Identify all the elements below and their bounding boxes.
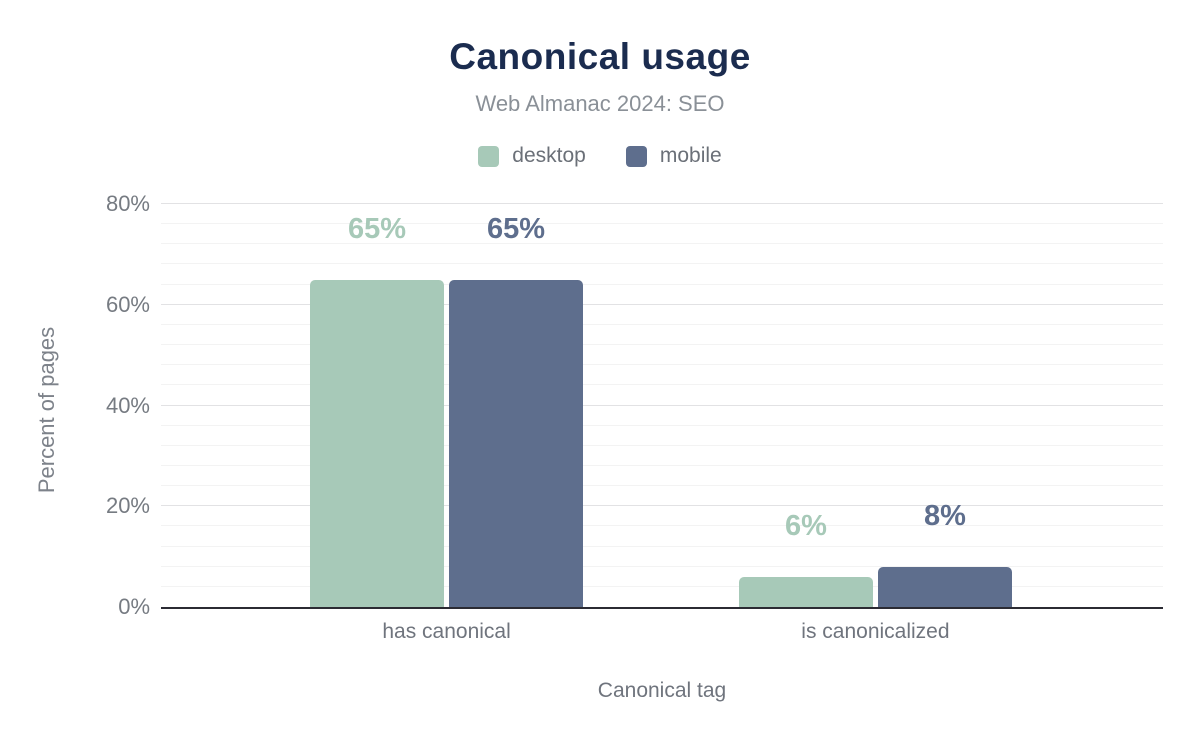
legend-item-desktop: desktop [478, 144, 586, 168]
minor-gridline [161, 344, 1163, 346]
minor-gridline [161, 263, 1163, 265]
plot-area: 65% 65% 6% 8% [161, 203, 1163, 609]
y-axis-tick: 20% [105, 493, 150, 519]
y-axis-tick: 40% [105, 392, 150, 418]
bar-desktop-has-canonical [310, 279, 445, 607]
legend-label-mobile: mobile [659, 144, 722, 167]
minor-gridline [161, 585, 1163, 587]
major-gridline [161, 203, 1163, 204]
bar-desktop-is-canonicalized [738, 576, 873, 607]
bar-value-label-mobile-is-canonicalized: 8% [923, 499, 966, 532]
legend-item-mobile: mobile [625, 144, 722, 168]
minor-gridline [161, 283, 1163, 285]
minor-gridline [161, 545, 1163, 547]
chart-title: Canonical usage [449, 36, 751, 77]
category-label-is-canonicalized: is canonicalized [801, 620, 950, 643]
bar-value-label-mobile-has-canonical: 65% [487, 212, 546, 245]
minor-gridline [161, 223, 1163, 225]
category-label-has-canonical: has canonical [382, 620, 511, 643]
chart-subtitle: Web Almanac 2024: SEO [475, 91, 725, 116]
legend-label-desktop: desktop [512, 144, 586, 167]
minor-gridline [161, 565, 1163, 567]
minor-gridline [161, 464, 1163, 466]
bar-value-label-desktop-is-canonicalized: 6% [784, 509, 827, 542]
minor-gridline [161, 384, 1163, 386]
minor-gridline [161, 323, 1163, 325]
major-gridline [161, 404, 1163, 406]
x-axis-title: Canonical tag [597, 679, 727, 702]
y-axis-tick: 60% [105, 291, 150, 317]
legend-swatch-mobile [625, 145, 647, 167]
minor-gridline [161, 243, 1163, 245]
y-axis-ticks: 0% 20% 40% 60% 80% [0, 191, 150, 619]
y-axis-tick: 80% [105, 191, 150, 216]
minor-gridline [161, 525, 1163, 527]
bar-mobile-is-canonicalized [877, 566, 1012, 607]
legend: desktop mobile [0, 144, 1200, 168]
y-axis-tick: 0% [118, 594, 150, 619]
bar-value-label-desktop-has-canonical: 65% [348, 212, 407, 245]
major-gridline [161, 303, 1163, 305]
minor-gridline [161, 485, 1163, 487]
bar-mobile-has-canonical [449, 279, 584, 607]
major-gridline [161, 505, 1163, 507]
minor-gridline [161, 364, 1163, 366]
legend-swatch-desktop [478, 145, 500, 167]
minor-gridline [161, 424, 1163, 426]
minor-gridline [161, 444, 1163, 446]
